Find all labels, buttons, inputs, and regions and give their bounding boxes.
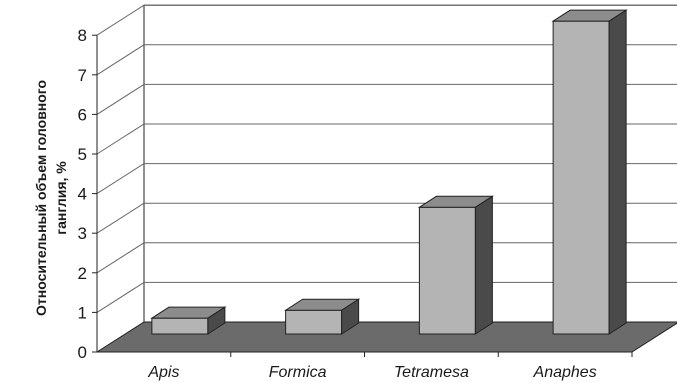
bar <box>150 306 227 335</box>
bar-front <box>285 309 343 335</box>
bar-front <box>151 317 209 335</box>
gridline-side <box>96 4 145 36</box>
category-label: Tetramesa <box>394 364 469 381</box>
y-tick-label: 2 <box>78 264 87 283</box>
bar <box>283 298 361 335</box>
category-label: Formica <box>269 364 327 381</box>
category-labels: Apis Formica Tetramesa Anaphes <box>147 364 596 381</box>
gridline-side <box>96 123 145 155</box>
y-tick-label: 4 <box>78 185 87 204</box>
bar-side <box>207 306 226 335</box>
gridline-side <box>96 281 145 313</box>
bar-front <box>418 206 476 335</box>
chart-bars <box>150 9 628 335</box>
y-tick-labels: 0 1 2 3 4 5 6 7 8 <box>78 26 87 362</box>
y-axis-title-line1: Относительный объем головного <box>33 80 49 316</box>
y-tick-label: 1 <box>78 303 87 322</box>
gridline-side <box>96 83 145 115</box>
y-tick-label: 3 <box>78 224 87 243</box>
y-tick-label: 5 <box>78 145 87 164</box>
category-label: Anaphes <box>533 364 597 381</box>
bar-side <box>474 195 493 335</box>
y-tick-label: 7 <box>78 66 87 85</box>
gridline-side <box>96 242 145 274</box>
bar-front <box>552 20 610 335</box>
y-tick-label: 8 <box>78 26 87 45</box>
bar-side <box>341 298 360 335</box>
gridline-side <box>96 44 145 76</box>
y-tick-label: 6 <box>78 105 87 124</box>
gridline-side <box>96 163 145 195</box>
gridline-side <box>96 202 145 234</box>
category-label: Apis <box>147 364 179 381</box>
y-tick-label: 0 <box>78 343 87 362</box>
y-axis-title-line2: ганглия, % <box>53 161 69 235</box>
bar <box>551 9 628 335</box>
chart-axes <box>92 34 633 357</box>
bar <box>417 195 495 335</box>
bar-side <box>608 9 627 335</box>
